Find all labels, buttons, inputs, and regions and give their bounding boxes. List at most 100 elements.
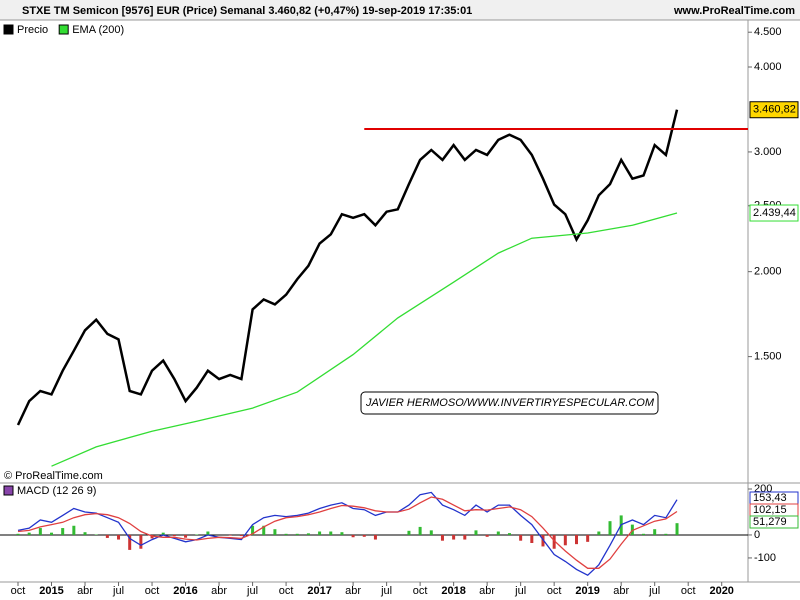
x-tick-label: oct — [279, 585, 294, 597]
histogram-bar — [463, 534, 467, 540]
histogram-bar — [239, 534, 243, 537]
x-tick-label: jul — [514, 585, 526, 597]
last-value-box — [749, 515, 799, 529]
histogram-bar — [105, 534, 109, 538]
histogram-bar — [373, 534, 377, 540]
histogram-bar — [61, 528, 65, 535]
x-tick-label: abr — [479, 585, 495, 597]
histogram-bar — [161, 532, 165, 535]
x-tick-label: oct — [547, 585, 562, 597]
x-tick-label: jul — [112, 585, 124, 597]
histogram-bar — [597, 531, 601, 535]
watermark: JAVIER HERMOSO/WWW.INVERTIRYESPECULAR.CO… — [365, 397, 655, 409]
histogram-bar — [139, 534, 143, 549]
header-bar — [0, 0, 800, 20]
histogram-bar — [440, 534, 444, 541]
histogram-bar — [206, 531, 210, 535]
last-value-label: 153,43 — [753, 492, 787, 504]
histogram-bar — [519, 534, 523, 541]
x-tick-label: oct — [413, 585, 428, 597]
histogram-bar — [172, 534, 176, 537]
y-tick-label: -100 — [754, 552, 776, 564]
histogram-bar — [474, 530, 478, 535]
histogram-bar — [16, 533, 20, 535]
histogram-bar — [563, 534, 567, 546]
x-tick-label: jul — [380, 585, 392, 597]
x-tick-label: 2019 — [575, 585, 599, 597]
histogram-bar — [362, 534, 366, 537]
histogram-bar — [295, 533, 299, 535]
histogram-bar — [262, 525, 266, 535]
histogram-bar — [608, 521, 612, 535]
x-tick-label: oct — [145, 585, 160, 597]
legend-label: Precio — [17, 24, 48, 36]
histogram-bar — [72, 525, 76, 535]
legend-swatch — [58, 24, 69, 35]
histogram-bar — [541, 534, 545, 547]
y-tick-label: 1.500 — [754, 351, 782, 363]
histogram-bar — [418, 526, 422, 535]
histogram-bar — [318, 531, 322, 535]
legend-swatch — [3, 485, 14, 496]
legend-swatch — [3, 24, 14, 35]
site: www.ProRealTime.com — [673, 5, 795, 17]
histogram-bar — [329, 531, 333, 535]
histogram-bar — [38, 528, 42, 535]
histogram-bar — [284, 533, 288, 535]
x-tick-label: abr — [211, 585, 227, 597]
histogram-bar — [184, 534, 188, 538]
histogram-bar — [586, 534, 590, 542]
y-tick-label: 4.000 — [754, 61, 782, 73]
histogram-bar — [351, 534, 355, 538]
last-value-box — [749, 101, 799, 119]
histogram-bar — [306, 533, 310, 535]
histogram-bar — [407, 530, 411, 535]
chart-title: STXE TM Semicon [9576] EUR (Price) Seman… — [22, 5, 472, 17]
histogram-bar — [653, 529, 657, 535]
last-value-label: 51,279 — [753, 516, 787, 528]
series-line — [16, 109, 679, 426]
x-tick-label: 2017 — [307, 585, 331, 597]
histogram-bar — [50, 532, 54, 535]
histogram-bar — [228, 534, 232, 536]
x-tick-label: abr — [77, 585, 93, 597]
x-tick-label: 2020 — [709, 585, 733, 597]
histogram-bar — [675, 523, 679, 535]
histogram-bar — [128, 534, 132, 550]
histogram-bar — [485, 534, 489, 537]
series-line — [17, 496, 678, 569]
x-tick-label: oct — [11, 585, 26, 597]
y-tick-label: 4.500 — [754, 26, 782, 38]
watermark-box — [360, 391, 659, 415]
x-tick-label: 2016 — [173, 585, 197, 597]
histogram-bar — [664, 533, 668, 535]
x-tick-label: abr — [613, 585, 629, 597]
copyright: © ProRealTime.com — [4, 470, 103, 482]
x-tick-label: abr — [345, 585, 361, 597]
histogram-bar — [83, 532, 87, 535]
histogram-bar — [642, 533, 646, 535]
histogram-bar — [251, 525, 255, 535]
histogram-bar — [429, 530, 433, 535]
histogram-bar — [530, 534, 534, 543]
histogram-bar — [507, 533, 511, 535]
y-tick-label: 0 — [754, 529, 760, 541]
histogram-bar — [575, 534, 578, 545]
x-tick-label: 2018 — [441, 585, 465, 597]
histogram-bar — [117, 534, 121, 540]
series-line — [51, 212, 678, 467]
histogram-bar — [27, 532, 31, 535]
last-value-box — [749, 204, 799, 222]
last-value-label: 2.439,44 — [753, 207, 796, 219]
histogram-bar — [273, 529, 277, 535]
legend-label: EMA (200) — [72, 24, 124, 36]
x-tick-label: jul — [246, 585, 258, 597]
histogram-bar — [496, 531, 500, 535]
y-tick-label: 3.000 — [754, 146, 782, 158]
y-tick-label: 2.000 — [754, 266, 782, 278]
x-tick-label: 2015 — [39, 585, 63, 597]
last-value-label: 102,15 — [753, 504, 787, 516]
histogram-bar — [452, 534, 456, 540]
